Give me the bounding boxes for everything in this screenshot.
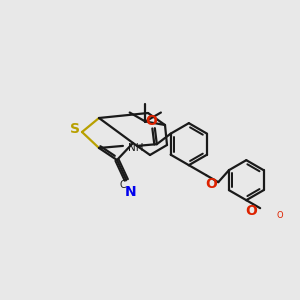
Text: O: O (145, 114, 157, 128)
Text: N: N (124, 185, 136, 199)
Text: O: O (206, 177, 218, 191)
Text: S: S (70, 122, 80, 136)
Text: O: O (245, 204, 257, 218)
Text: O: O (277, 211, 284, 220)
Text: C: C (120, 180, 127, 190)
Text: NH: NH (128, 143, 143, 153)
